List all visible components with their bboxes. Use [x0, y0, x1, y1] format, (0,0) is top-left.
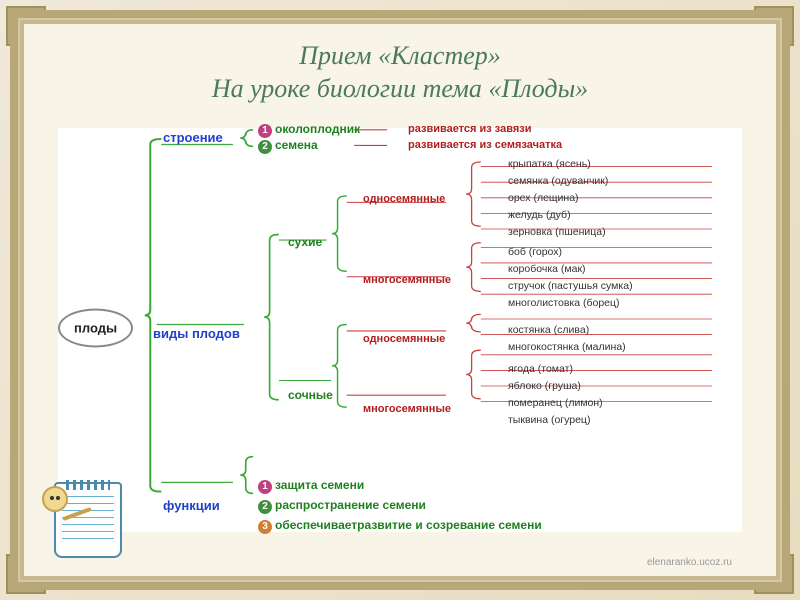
leaf: тыквина (огурец)	[508, 414, 590, 426]
funkcii-3: 3обеспечиваетразвитие и созревание семен…	[258, 518, 542, 534]
leaf: костянка (слива)	[508, 324, 589, 336]
badge-icon: 2	[258, 140, 272, 154]
notepad-icon	[48, 468, 128, 558]
badge-icon: 1	[258, 124, 272, 138]
leaf: яблоко (груша)	[508, 380, 581, 392]
page-frame: Прием «Кластер» На уроке биологии тема «…	[10, 10, 790, 590]
stroenie-child-2: 2семена	[258, 138, 318, 154]
title-line-2: На уроке биологии тема «Плоды»	[58, 73, 742, 106]
branch-vidy: виды плодов	[153, 326, 240, 341]
sukhie-mnogo: многосемянные	[363, 274, 451, 286]
sochnye-mnogo: многосемянные	[363, 403, 451, 415]
leaf: коробочка (мак)	[508, 263, 586, 275]
funkcii-2: 2распространение семени	[258, 498, 426, 514]
leaf: зерновка (пшеница)	[508, 226, 606, 238]
funkcii-1: 1защита семени	[258, 478, 364, 494]
badge-icon: 1	[258, 480, 272, 494]
label: околоплодник	[275, 122, 360, 136]
label: распространение семени	[275, 498, 426, 512]
page-title: Прием «Кластер» На уроке биологии тема «…	[18, 18, 782, 113]
branch-stroenie: строение	[163, 130, 223, 145]
stroenie-note-2: развивается из семязачатка	[408, 139, 562, 151]
badge-icon: 2	[258, 500, 272, 514]
label: защита семени	[275, 478, 364, 492]
cluster-diagram: плоды строение 1околоплодник развивается…	[58, 128, 742, 532]
leaf: желудь (дуб)	[508, 209, 571, 221]
stroenie-note-1: развивается из завязи	[408, 123, 532, 135]
root-node: плоды	[58, 309, 133, 348]
leaf: крыпатка (ясень)	[508, 158, 591, 170]
leaf: стручок (пастушья сумка)	[508, 280, 633, 292]
label: семена	[275, 138, 318, 152]
title-line-1: Прием «Кластер»	[58, 40, 742, 73]
sukhie: сухие	[288, 235, 322, 249]
leaf: многолистовка (борец)	[508, 297, 620, 309]
watermark: elenaranko.ucoz.ru	[647, 557, 732, 568]
leaf: померанец (лимон)	[508, 397, 603, 409]
badge-icon: 3	[258, 520, 272, 534]
branch-funkcii: функции	[163, 498, 220, 513]
leaf: многокостянка (малина)	[508, 341, 626, 353]
label: обеспечиваетразвитие и созревание семени	[275, 518, 542, 532]
stroenie-child-1: 1околоплодник	[258, 122, 360, 138]
leaf: ягода (томат)	[508, 363, 573, 375]
sochnye: сочные	[288, 388, 333, 402]
leaf: боб (горох)	[508, 246, 562, 258]
sochnye-odno: односемянные	[363, 333, 445, 345]
leaf: орех (лещина)	[508, 192, 579, 204]
sukhie-odno: односемянные	[363, 193, 445, 205]
leaf: семянка (одуванчик)	[508, 175, 608, 187]
